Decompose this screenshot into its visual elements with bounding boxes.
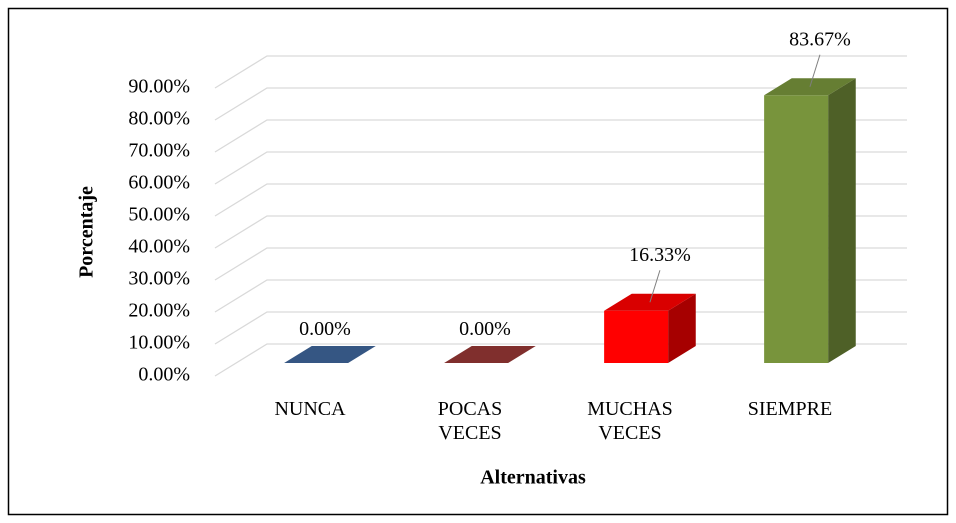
x-tick-label: MUCHAS VECES: [587, 398, 673, 444]
x-tick-label: NUNCA: [274, 398, 346, 420]
bar: [764, 95, 829, 364]
y-tick-label: 80.00%: [128, 108, 190, 130]
y-tick-label: 10.00%: [128, 332, 190, 354]
grid-line: [214, 119, 907, 153]
leader-line: [809, 54, 821, 87]
grid-line: [214, 55, 907, 89]
y-tick-label: 50.00%: [128, 204, 190, 226]
bar-side: [828, 78, 856, 364]
bar-top: [284, 346, 376, 363]
value-label: 0.00%: [299, 318, 351, 340]
x-tick-label: SIEMPRE: [747, 398, 833, 420]
grid-line: [214, 183, 907, 217]
bar: [604, 310, 669, 363]
x-axis-title: Alternativas: [480, 467, 586, 489]
grid-line: [214, 215, 907, 249]
y-tick-label: 40.00%: [128, 236, 190, 258]
y-tick-label: 90.00%: [128, 76, 190, 98]
y-tick-label: 60.00%: [128, 172, 190, 194]
y-tick-label: 70.00%: [128, 140, 190, 162]
leader-line: [649, 270, 661, 303]
y-tick-label: 0.00%: [138, 364, 190, 386]
y-tick-label: 20.00%: [128, 300, 190, 322]
value-label: 0.00%: [459, 318, 511, 340]
bar-top: [444, 346, 536, 363]
y-axis-title: Porcentaje: [76, 186, 98, 278]
grid-line: [214, 151, 907, 185]
x-tick-label: POCAS VECES: [437, 398, 503, 444]
value-label: 83.67%: [789, 28, 851, 50]
grid-line: [214, 279, 907, 313]
bar-side: [668, 293, 696, 363]
grid-line: [214, 87, 907, 121]
grid-line: [214, 247, 907, 281]
y-tick-label: 30.00%: [128, 268, 190, 290]
value-label: 16.33%: [629, 244, 691, 266]
